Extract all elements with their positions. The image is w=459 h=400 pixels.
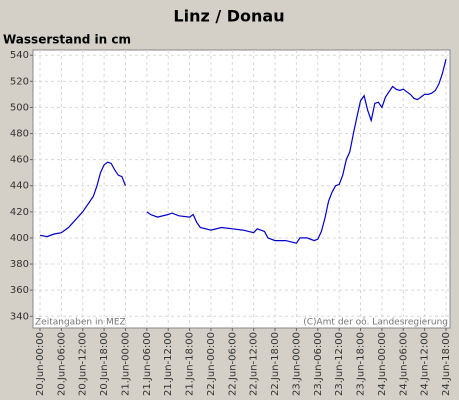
annotation: Zeitangaben in MEZ [35,318,126,328]
plot-area [32,49,451,329]
x-tick-label: 20.Jun-18:00 [99,332,110,396]
x-tick-label: 20.Jun-00:00 [35,332,46,396]
x-tick-label: 21.Jun-06:00 [142,332,153,396]
y-axis-label: Wasserstand in cm [3,33,131,47]
x-tick-label: 24.Jun-18:00 [441,332,452,396]
y-tick-label: 340 [10,311,29,322]
x-tick-label: 23.Jun-06:00 [313,332,324,396]
x-tick-label: 21.Jun-12:00 [163,332,174,396]
x-tick-label: 24.Jun-00:00 [377,332,388,396]
y-tick-label: 400 [10,233,29,244]
y-tick-label: 420 [10,207,29,218]
data-line [39,58,447,244]
y-tick-label: 520 [10,76,29,87]
y-tick-label: 360 [10,285,29,296]
x-tick-label: 22.Jun-00:00 [206,332,217,396]
x-tick-label: 22.Jun-06:00 [227,332,238,396]
x-tick-label: 23.Jun-12:00 [334,332,345,396]
x-tick-label: 20.Jun-12:00 [78,332,89,396]
y-tick-label: 480 [10,129,29,140]
annotation: (C)Amt der oö. Landesregierung [303,318,448,328]
y-tick-label: 460 [10,155,29,166]
y-tick-label: 380 [10,259,29,270]
x-tick-label: 24.Jun-12:00 [420,332,431,396]
x-tick-label: 24.Jun-06:00 [398,332,409,396]
x-tick-label: 22.Jun-12:00 [249,332,260,396]
x-tick-label: 21.Jun-00:00 [120,332,131,396]
x-tick-label: 22.Jun-18:00 [270,332,281,396]
x-tick-label: 23.Jun-00:00 [291,332,302,396]
y-tick-label: 500 [10,102,29,113]
y-tick-label: 440 [10,181,29,192]
x-tick-label: 23.Jun-18:00 [356,332,367,396]
y-tick-label: 540 [10,50,29,61]
x-tick-label: 21.Jun-18:00 [185,332,196,396]
x-tick-label: 20.Jun-06:00 [56,332,67,396]
chart-title: Linz / Donau [173,7,284,26]
